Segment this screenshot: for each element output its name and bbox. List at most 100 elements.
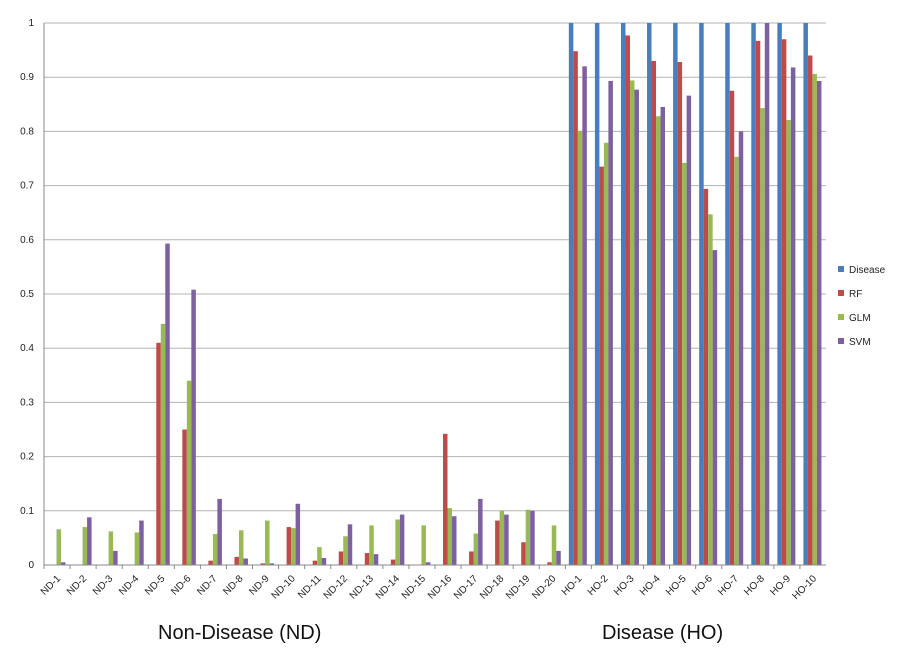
bar-glm-ho-4 xyxy=(656,116,661,565)
bars xyxy=(56,23,822,566)
bar-rf-nd-11 xyxy=(312,560,318,565)
bar-svm-nd-12 xyxy=(347,524,353,565)
bar-svm-nd-14 xyxy=(399,514,405,565)
y-tick-label: 0.3 xyxy=(20,397,34,408)
bar-glm-ho-10 xyxy=(812,73,817,565)
legend-swatch-glm xyxy=(838,314,844,320)
group-label-non-disease: Non-Disease (ND) xyxy=(158,622,322,644)
x-tick-label: ND-1 xyxy=(39,573,64,598)
y-tick-label: 0.2 xyxy=(20,452,34,463)
bar-svm-nd-5 xyxy=(165,243,170,565)
x-tick-label: HO-1 xyxy=(560,573,585,598)
bar-svm-nd-4 xyxy=(139,520,144,565)
bar-disease-ho-8 xyxy=(751,23,756,565)
x-tick-label: HO-3 xyxy=(612,573,637,598)
legend-swatch-svm xyxy=(838,338,844,344)
bar-rf-ho-10 xyxy=(807,55,813,566)
bar-svm-nd-16 xyxy=(452,516,457,565)
bar-glm-ho-9 xyxy=(786,120,791,565)
x-tick-label: ND-20 xyxy=(530,573,559,602)
bar-rf-ho-3 xyxy=(625,35,630,565)
y-tick-label: 0.7 xyxy=(20,181,34,192)
y-axis: 0 0.1 0.2 0.3 0.4 0.5 0.6 0.7 0.8 0.9 1 xyxy=(20,18,45,571)
bar-rf-ho-5 xyxy=(677,62,683,566)
bar-rf-nd-8 xyxy=(234,556,239,565)
bar-rf-ho-7 xyxy=(729,90,735,565)
bar-svm-nd-2 xyxy=(87,517,92,565)
bar-svm-ho-5 xyxy=(686,95,692,566)
bar-glm-nd-18 xyxy=(499,510,505,565)
bar-rf-nd-5 xyxy=(156,342,161,565)
bar-rf-nd-19 xyxy=(521,542,526,565)
bar-glm-ho-8 xyxy=(760,108,765,566)
bar-glm-nd-4 xyxy=(134,532,140,565)
bar-disease-ho-6 xyxy=(699,23,704,565)
y-tick-label: 0.4 xyxy=(20,343,34,354)
x-tick-label: ND-2 xyxy=(65,573,90,598)
legend-label-svm: SVM xyxy=(849,337,871,348)
bar-svm-ho-6 xyxy=(712,250,718,565)
x-tick-label: ND-6 xyxy=(169,573,194,598)
bar-glm-nd-7 xyxy=(212,534,218,565)
bar-svm-nd-1 xyxy=(61,562,66,565)
bar-rf-ho-4 xyxy=(651,60,657,565)
bar-glm-nd-15 xyxy=(421,525,426,565)
bar-disease-ho-10 xyxy=(803,23,808,565)
bar-svm-nd-17 xyxy=(478,498,483,565)
x-tick-label: ND-17 xyxy=(452,573,481,602)
x-tick-label: ND-18 xyxy=(478,573,507,602)
bar-svm-ho-3 xyxy=(634,89,639,565)
legend-swatch-disease xyxy=(838,266,844,272)
bar-svm-nd-8 xyxy=(243,558,248,565)
bar-rf-nd-6 xyxy=(182,429,187,565)
bar-glm-nd-12 xyxy=(343,536,348,565)
bar-svm-ho-8 xyxy=(764,23,770,565)
bar-glm-ho-5 xyxy=(682,162,687,565)
bar-rf-nd-7 xyxy=(208,560,213,565)
x-tick-label: ND-12 xyxy=(322,573,351,602)
bar-glm-ho-1 xyxy=(577,130,583,565)
bar-disease-ho-3 xyxy=(620,23,626,565)
bar-rf-nd-12 xyxy=(338,551,344,565)
bar-svm-ho-7 xyxy=(738,131,744,565)
x-tick-label: ND-15 xyxy=(400,573,429,602)
bar-rf-nd-17 xyxy=(469,551,474,565)
y-tick-label: 0.6 xyxy=(20,235,34,246)
legend: Disease RF GLM SVM xyxy=(838,265,886,348)
bar-svm-nd-20 xyxy=(556,550,561,565)
bar-rf-nd-9 xyxy=(260,563,266,565)
x-axis: ND-1 ND-2 ND-3 ND-4 ND-5 ND-6 ND-7 ND-8 ND-9ND-1… xyxy=(39,564,826,602)
bar-rf-ho-2 xyxy=(599,166,604,565)
y-tick-label: 0.1 xyxy=(20,506,34,517)
bar-glm-nd-13 xyxy=(369,525,374,565)
x-tick-label: ND-7 xyxy=(195,573,220,598)
x-tick-label: HO-10 xyxy=(790,573,819,602)
bar-svm-nd-15 xyxy=(425,562,431,565)
bar-svm-nd-13 xyxy=(373,554,379,565)
bar-glm-nd-11 xyxy=(317,547,322,565)
bar-svm-ho-4 xyxy=(660,107,666,565)
bar-glm-nd-1 xyxy=(56,529,61,565)
bar-svm-nd-18 xyxy=(504,514,509,565)
bar-svm-ho-1 xyxy=(582,66,587,566)
legend-label-rf: RF xyxy=(849,289,862,300)
bar-glm-nd-16 xyxy=(447,508,452,565)
bar-glm-nd-2 xyxy=(82,527,88,565)
x-tick-label: ND-13 xyxy=(348,573,377,602)
bar-rf-nd-20 xyxy=(547,562,552,565)
bar-disease-ho-1 xyxy=(568,23,574,565)
bar-glm-nd-5 xyxy=(160,323,166,565)
bar-rf-nd-10 xyxy=(286,527,292,565)
x-tick-label: ND-3 xyxy=(91,573,116,598)
legend-swatch-rf xyxy=(838,290,844,296)
bar-glm-ho-7 xyxy=(734,156,739,565)
x-tick-label: HO-7 xyxy=(716,573,741,598)
bar-glm-nd-19 xyxy=(525,509,531,565)
y-tick-label: 1 xyxy=(28,18,34,29)
bar-glm-nd-10 xyxy=(291,528,296,565)
bar-svm-nd-11 xyxy=(321,557,327,565)
bar-disease-ho-5 xyxy=(673,23,678,565)
x-tick-label: ND-4 xyxy=(117,573,142,598)
bar-svm-nd-10 xyxy=(295,503,301,565)
bar-disease-ho-4 xyxy=(647,23,652,565)
